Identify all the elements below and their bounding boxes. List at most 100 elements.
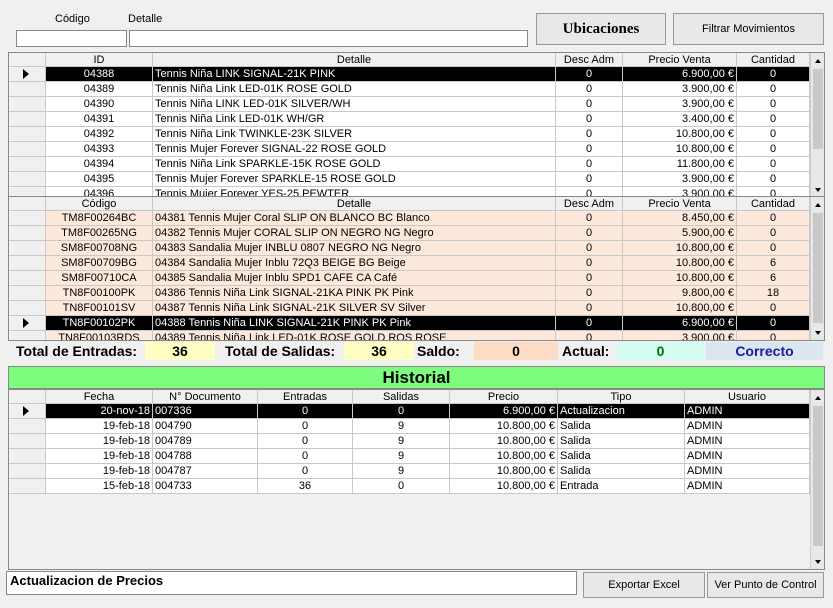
cell[interactable]: 0 — [556, 226, 623, 241]
cell[interactable]: TN8F00101SV — [46, 301, 153, 316]
cell[interactable]: TN8F00103RDS — [46, 331, 153, 340]
cell[interactable]: 0 — [258, 449, 353, 464]
cell[interactable]: Entrada — [558, 479, 685, 494]
cell[interactable]: 04389 Tennis Niña Link LED-01K ROSE GOLD… — [153, 331, 556, 340]
cell[interactable]: 10.800,00 € — [623, 301, 737, 316]
cell[interactable]: 9 — [353, 449, 450, 464]
cell[interactable]: 9 — [353, 419, 450, 434]
row-selector[interactable] — [9, 187, 46, 197]
cell[interactable]: 0 — [556, 97, 623, 112]
cell[interactable]: 007336 — [153, 404, 258, 419]
cell[interactable]: 11.800,00 € — [623, 157, 737, 172]
cell[interactable]: 04381 Tennis Mujer Coral SLIP ON BLANCO … — [153, 211, 556, 226]
cell[interactable]: 04382 Tennis Mujer CORAL SLIP ON NEGRO N… — [153, 226, 556, 241]
row-selector[interactable] — [9, 97, 46, 112]
cell[interactable]: TM8F00264BC — [46, 211, 153, 226]
codigo-input[interactable] — [16, 30, 127, 47]
cell[interactable]: 3.900,00 € — [623, 82, 737, 97]
cell[interactable]: 10.800,00 € — [623, 256, 737, 271]
cell[interactable]: 0 — [556, 127, 623, 142]
cell[interactable]: 0 — [353, 479, 450, 494]
cell[interactable]: 0 — [556, 187, 623, 197]
cell[interactable]: 04393 — [46, 142, 153, 157]
cell[interactable]: 19-feb-18 — [46, 419, 153, 434]
cell[interactable]: 04396 — [46, 187, 153, 197]
cell[interactable]: Tennis Mujer Forever YES-25 PEWTER — [153, 187, 556, 197]
button[interactable]: Ver Punto de Control — [707, 572, 824, 598]
cell[interactable]: 0 — [258, 464, 353, 479]
cell[interactable]: 0 — [737, 301, 810, 316]
cell[interactable]: Tennis Niña Link TWINKLE-23K SILVER — [153, 127, 556, 142]
row-selector[interactable] — [9, 404, 46, 419]
cell[interactable]: 04391 — [46, 112, 153, 127]
cell[interactable]: 04394 — [46, 157, 153, 172]
cell[interactable]: 10.800,00 € — [623, 241, 737, 256]
cell[interactable]: 04383 Sandalia Mujer INBLU 0807 NEGRO NG… — [153, 241, 556, 256]
cell[interactable]: Tennis Niña Link LED-01K ROSE GOLD — [153, 82, 556, 97]
row-selector[interactable] — [9, 316, 46, 331]
cell[interactable]: 0 — [737, 112, 810, 127]
cell[interactable]: ADMIN — [685, 404, 810, 419]
cell[interactable]: 04395 — [46, 172, 153, 187]
row-selector[interactable] — [9, 157, 46, 172]
button[interactable]: Filtrar Movimientos — [673, 13, 824, 45]
cell[interactable]: SM8F00709BG — [46, 256, 153, 271]
cell[interactable]: 0 — [556, 286, 623, 301]
cell[interactable]: 0 — [737, 316, 810, 331]
cell[interactable]: 0 — [556, 82, 623, 97]
cell[interactable]: 0 — [556, 256, 623, 271]
cell[interactable]: 0 — [737, 67, 810, 82]
cell[interactable]: ADMIN — [685, 479, 810, 494]
cell[interactable]: 0 — [556, 301, 623, 316]
cell[interactable]: 0 — [556, 211, 623, 226]
cell[interactable]: 10.800,00 € — [450, 479, 558, 494]
cell[interactable]: 10.800,00 € — [450, 419, 558, 434]
cell[interactable]: Tennis Niña Link LED-01K WH/GR — [153, 112, 556, 127]
cell[interactable]: 04390 — [46, 97, 153, 112]
row-selector[interactable] — [9, 271, 46, 286]
cell[interactable]: 10.800,00 € — [450, 434, 558, 449]
scrollbar[interactable] — [810, 197, 824, 340]
cell[interactable]: 9 — [353, 464, 450, 479]
cell[interactable]: 04388 Tennis Niña LINK SIGNAL-21K PINK P… — [153, 316, 556, 331]
cell[interactable]: Salida — [558, 419, 685, 434]
cell[interactable]: 0 — [258, 434, 353, 449]
cell[interactable]: SM8F00710CA — [46, 271, 153, 286]
cell[interactable]: 8.450,00 € — [623, 211, 737, 226]
cell[interactable]: 0 — [258, 404, 353, 419]
row-selector[interactable] — [9, 226, 46, 241]
cell[interactable]: 0 — [556, 271, 623, 286]
cell[interactable]: 10.800,00 € — [623, 271, 737, 286]
cell[interactable]: 004733 — [153, 479, 258, 494]
cell[interactable]: 04386 Tennis Niña Link SIGNAL-21KA PINK … — [153, 286, 556, 301]
cell[interactable]: 6 — [737, 271, 810, 286]
cell[interactable]: 6.900,00 € — [450, 404, 558, 419]
cell[interactable]: 0 — [556, 67, 623, 82]
cell[interactable]: Salida — [558, 434, 685, 449]
cell[interactable]: Actualizacion — [558, 404, 685, 419]
cell[interactable]: 04387 Tennis Niña Link SIGNAL-21K SILVER… — [153, 301, 556, 316]
row-selector[interactable] — [9, 256, 46, 271]
cell[interactable]: 9.800,00 € — [623, 286, 737, 301]
row-selector[interactable] — [9, 434, 46, 449]
cell[interactable]: SM8F00708NG — [46, 241, 153, 256]
row-selector[interactable] — [9, 301, 46, 316]
cell[interactable]: 04388 — [46, 67, 153, 82]
cell[interactable]: 0 — [353, 404, 450, 419]
cell[interactable]: 0 — [556, 241, 623, 256]
row-selector[interactable] — [9, 464, 46, 479]
cell[interactable]: Tennis Niña LINK SIGNAL-21K PINK — [153, 67, 556, 82]
cell[interactable]: 0 — [737, 97, 810, 112]
row-selector[interactable] — [9, 419, 46, 434]
cell[interactable]: 0 — [556, 157, 623, 172]
cell[interactable]: 3.900,00 € — [623, 331, 737, 340]
cell[interactable]: 3.900,00 € — [623, 172, 737, 187]
cell[interactable]: 0 — [556, 142, 623, 157]
cell[interactable]: 0 — [737, 127, 810, 142]
scrollbar[interactable] — [810, 53, 824, 197]
cell[interactable]: 19-feb-18 — [46, 434, 153, 449]
cell[interactable]: 004787 — [153, 464, 258, 479]
cell[interactable]: 20-nov-18 — [46, 404, 153, 419]
cell[interactable]: 18 — [737, 286, 810, 301]
cell[interactable]: 0 — [737, 142, 810, 157]
